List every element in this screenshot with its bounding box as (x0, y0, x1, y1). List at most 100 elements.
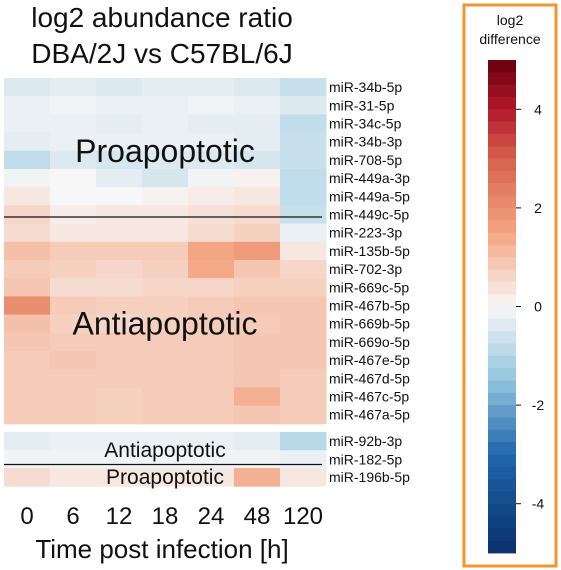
heatmap-cell (50, 260, 97, 279)
group-separators (4, 216, 322, 466)
heatmap-cell (188, 314, 235, 334)
heatmap-cell (4, 332, 51, 352)
heatmap-cell (50, 405, 97, 425)
colorbar-band (488, 380, 516, 394)
colorbar-tick-label: 0 (534, 299, 542, 315)
heatmap-cell (234, 114, 281, 134)
heatmap-cell (234, 296, 281, 316)
colorbar-band (488, 405, 516, 418)
colorbar-band (488, 516, 516, 529)
heatmap-cell (188, 169, 235, 188)
heatmap-cell (50, 96, 97, 115)
heatmap-cell (4, 187, 51, 206)
colorbar-band (488, 281, 516, 295)
heatmap-cell (234, 169, 281, 188)
colorbar-band (488, 109, 516, 123)
heatmap-cell (50, 78, 97, 97)
heatmap-cell (50, 332, 97, 352)
heatmap-cell (234, 96, 281, 115)
heatmap-cell (280, 78, 327, 97)
group-label: Antiapoptotic (104, 439, 225, 462)
row-label: miR-34c-5p (329, 116, 402, 132)
colorbar-band (488, 331, 516, 344)
column-label: 24 (198, 503, 225, 530)
colorbar-band (488, 417, 516, 431)
heatmap-cell (234, 405, 281, 425)
colorbar-band (488, 466, 516, 480)
group-label: Proapoptotic (106, 466, 224, 489)
chart-title-line-2: DBA/2J vs C57BL/6J (31, 38, 292, 69)
colorbar-band (488, 244, 516, 258)
colorbar-band (488, 491, 516, 505)
heatmap-cell (142, 169, 189, 188)
heatmap-cell (4, 150, 51, 170)
colorbar-band (488, 318, 516, 332)
colorbar-title-line-1: log2 (497, 12, 524, 28)
heatmap-cell (234, 314, 281, 334)
heatmap-cell (234, 351, 281, 370)
row-label: miR-34b-5p (329, 79, 402, 95)
heatmap-cell (188, 405, 235, 425)
heatmap-cell (50, 223, 97, 243)
heatmap-cell (280, 260, 327, 279)
heatmap-cell (234, 450, 281, 469)
colorbar-band (488, 170, 516, 184)
row-label: miR-467a-5p (329, 407, 410, 423)
heatmap-cell (50, 132, 97, 152)
heatmap-cell (4, 468, 51, 487)
heatmap-cell (188, 205, 235, 225)
column-label: 6 (66, 503, 79, 530)
heatmap-cell (188, 114, 235, 134)
heatmap-cell (4, 78, 51, 97)
heatmap-cell (234, 78, 281, 97)
chart-title-line-1: log2 abundance ratio (31, 2, 293, 33)
heatmap-cell (4, 369, 51, 388)
heatmap-cell (4, 241, 51, 261)
heatmap-cell (280, 450, 327, 469)
heatmap-cell (188, 369, 235, 388)
heatmap-cell (96, 405, 143, 425)
colorbar-band (488, 269, 516, 283)
row-label: miR-92b-3p (329, 433, 402, 449)
heatmap-cell (142, 241, 189, 261)
heatmap-cell (280, 223, 327, 243)
colorbar-band (488, 195, 516, 209)
heatmap-cell (188, 96, 235, 115)
heatmap-cell (280, 387, 327, 407)
heatmap-cell (4, 314, 51, 334)
heatmap-cell (280, 187, 327, 206)
heatmap-cell (4, 114, 51, 134)
heatmap-cell (280, 369, 327, 388)
heatmap-cell (234, 241, 281, 261)
heatmap-cell (96, 351, 143, 370)
heatmap-cell (280, 468, 327, 487)
colorbar-band (488, 528, 516, 542)
row-label: miR-467e-5p (329, 352, 410, 368)
heatmap-cell (96, 241, 143, 261)
heatmap-cell (142, 260, 189, 279)
heatmap-cell (142, 114, 189, 134)
heatmap-cell (280, 351, 327, 370)
heatmap-cell (142, 314, 189, 334)
heatmap-cell (142, 278, 189, 297)
heatmap-cell (234, 223, 281, 243)
heatmap-cell (96, 187, 143, 206)
colorbar-band (488, 72, 516, 86)
heatmap-cell (4, 296, 51, 316)
heatmap-cell (4, 432, 51, 451)
heatmap-cell (4, 260, 51, 279)
heatmap-cell (96, 369, 143, 388)
heatmap-cell (234, 150, 281, 170)
heatmap-cell (188, 187, 235, 206)
colorbar-tick-label: -2 (532, 397, 545, 413)
colorbar-band (488, 479, 516, 492)
heatmap-cell (142, 78, 189, 97)
heatmap-cell (96, 205, 143, 225)
heatmap-cell (50, 278, 97, 297)
heatmap-cell (4, 132, 51, 152)
heatmap-cell (96, 260, 143, 279)
heatmap-cell (142, 405, 189, 425)
heatmap-cell (142, 132, 189, 152)
heatmap-cell (188, 241, 235, 261)
colorbar-band (488, 232, 516, 246)
